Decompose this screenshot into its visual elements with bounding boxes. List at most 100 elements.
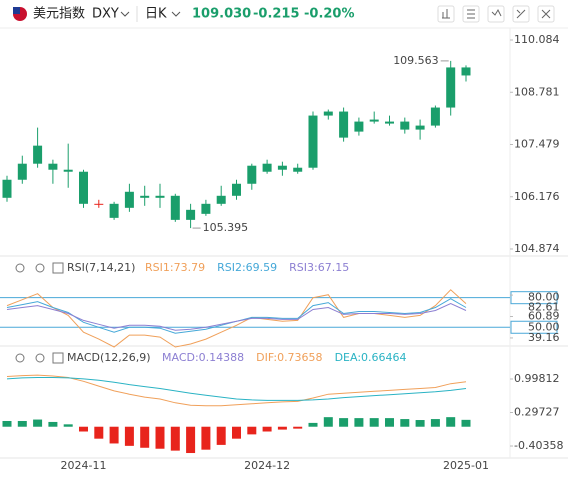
candle-body xyxy=(79,171,88,204)
tool-button[interactable] xyxy=(487,5,505,23)
tool-button[interactable] xyxy=(437,5,455,23)
candle-body xyxy=(323,111,333,116)
x-tick-label: 2024-11 xyxy=(61,459,107,472)
candle-body xyxy=(140,195,150,198)
macd-line xyxy=(6,374,467,407)
candle-body xyxy=(170,195,180,220)
macd-bar xyxy=(323,417,333,427)
dropdown-arrow[interactable] xyxy=(120,11,130,17)
settings-icon[interactable] xyxy=(35,263,45,273)
macd-bar xyxy=(216,426,226,445)
rsi-line xyxy=(6,303,467,331)
box-icon[interactable] xyxy=(52,352,64,364)
y-tick-label: 0.99812 xyxy=(514,372,560,385)
legend-entry: RSI1:73.79 xyxy=(145,261,205,274)
high-annotation: 109.563 xyxy=(393,54,439,67)
y-tick-label: 107.479 xyxy=(514,137,560,150)
candle-body xyxy=(262,163,272,172)
settings-icon[interactable] xyxy=(35,353,45,363)
macd-bar xyxy=(293,426,303,429)
x-tick-label: 2025-01 xyxy=(443,459,489,472)
y-tick-label: -0.40358 xyxy=(514,439,563,452)
candle-body xyxy=(369,119,379,122)
macd-bar xyxy=(63,424,73,427)
candle-body xyxy=(33,145,43,164)
candle-body xyxy=(48,163,58,170)
candle-body xyxy=(277,165,287,170)
tool-icon xyxy=(467,9,475,19)
tool-icon xyxy=(491,8,502,17)
eye-icon[interactable] xyxy=(15,353,25,363)
macd-bar xyxy=(79,426,88,432)
macd-bar xyxy=(400,419,410,427)
eye-icon[interactable] xyxy=(15,263,25,273)
macd-bar xyxy=(155,426,165,449)
toolbar xyxy=(437,5,555,23)
legend-entry: MACD:0.14388 xyxy=(162,351,244,364)
symbol[interactable]: DXY xyxy=(92,7,119,22)
candle-body xyxy=(17,163,27,180)
price: 109.030 xyxy=(192,7,251,22)
y-tick-label: 39.16 xyxy=(528,331,560,344)
change-pct: -0.20% xyxy=(304,7,355,22)
tool-button[interactable] xyxy=(512,5,530,23)
macd-header: MACD(12,26,9) xyxy=(15,351,151,364)
low-annotation: 105.395 xyxy=(203,221,249,234)
tool-button[interactable] xyxy=(462,5,480,23)
candle-body xyxy=(155,195,165,198)
macd-bar xyxy=(33,419,43,427)
macd-bar xyxy=(369,418,379,427)
macd-bar xyxy=(201,426,211,450)
macd-bar xyxy=(430,419,440,427)
candle-body xyxy=(186,209,196,220)
candle-body xyxy=(2,179,12,198)
candle-body xyxy=(201,203,211,214)
macd-bar xyxy=(140,426,150,448)
dropdown-arrow[interactable] xyxy=(171,11,181,17)
x-tick-label: 2024-12 xyxy=(244,459,290,472)
tool-icon xyxy=(442,9,450,19)
level-label-box xyxy=(510,291,558,305)
flag-canton xyxy=(13,7,20,14)
candle-body xyxy=(339,111,349,138)
y-tick-label: 108.781 xyxy=(514,85,560,98)
macd-bar xyxy=(262,426,272,432)
legend-entry: RSI2:69.59 xyxy=(217,261,277,274)
legend-entry: DIF:0.73658 xyxy=(256,351,322,364)
macd-bar xyxy=(186,426,196,454)
macd-bar xyxy=(354,418,364,427)
indicator-title: RSI(7,14,21) xyxy=(67,261,135,274)
y-tick-label: 104.874 xyxy=(514,242,560,255)
macd-bar xyxy=(308,422,318,427)
legend-entry: DEA:0.66464 xyxy=(335,351,407,364)
macd-bar xyxy=(385,418,394,427)
candle-body xyxy=(109,203,119,218)
y-tick-label: 106.176 xyxy=(514,190,560,203)
macd-bar xyxy=(48,421,58,427)
y-tick-label: 50.00 xyxy=(528,320,560,333)
macd-bar xyxy=(446,417,456,427)
box-icon[interactable] xyxy=(52,262,64,274)
candle-body xyxy=(124,191,134,208)
candle-body xyxy=(385,121,394,124)
candle-body xyxy=(293,167,303,172)
macd-bar xyxy=(339,418,349,427)
rsi-header: RSI(7,14,21) xyxy=(15,261,135,274)
macd-bar xyxy=(461,419,471,427)
tool-icon xyxy=(541,9,551,19)
macd-line xyxy=(6,377,467,401)
macd-bar xyxy=(277,426,287,430)
macd-bar xyxy=(2,420,12,427)
y-tick-label: 60.89 xyxy=(528,310,560,323)
candle-body xyxy=(308,115,318,168)
candle-body xyxy=(461,67,471,76)
y-tick-label: 80.00 xyxy=(528,291,560,304)
instrument-name[interactable]: 美元指数 xyxy=(33,7,85,22)
candle-body xyxy=(446,67,456,108)
tool-button[interactable] xyxy=(537,5,555,23)
period[interactable]: 日K xyxy=(145,7,167,22)
macd-bar xyxy=(109,426,119,444)
